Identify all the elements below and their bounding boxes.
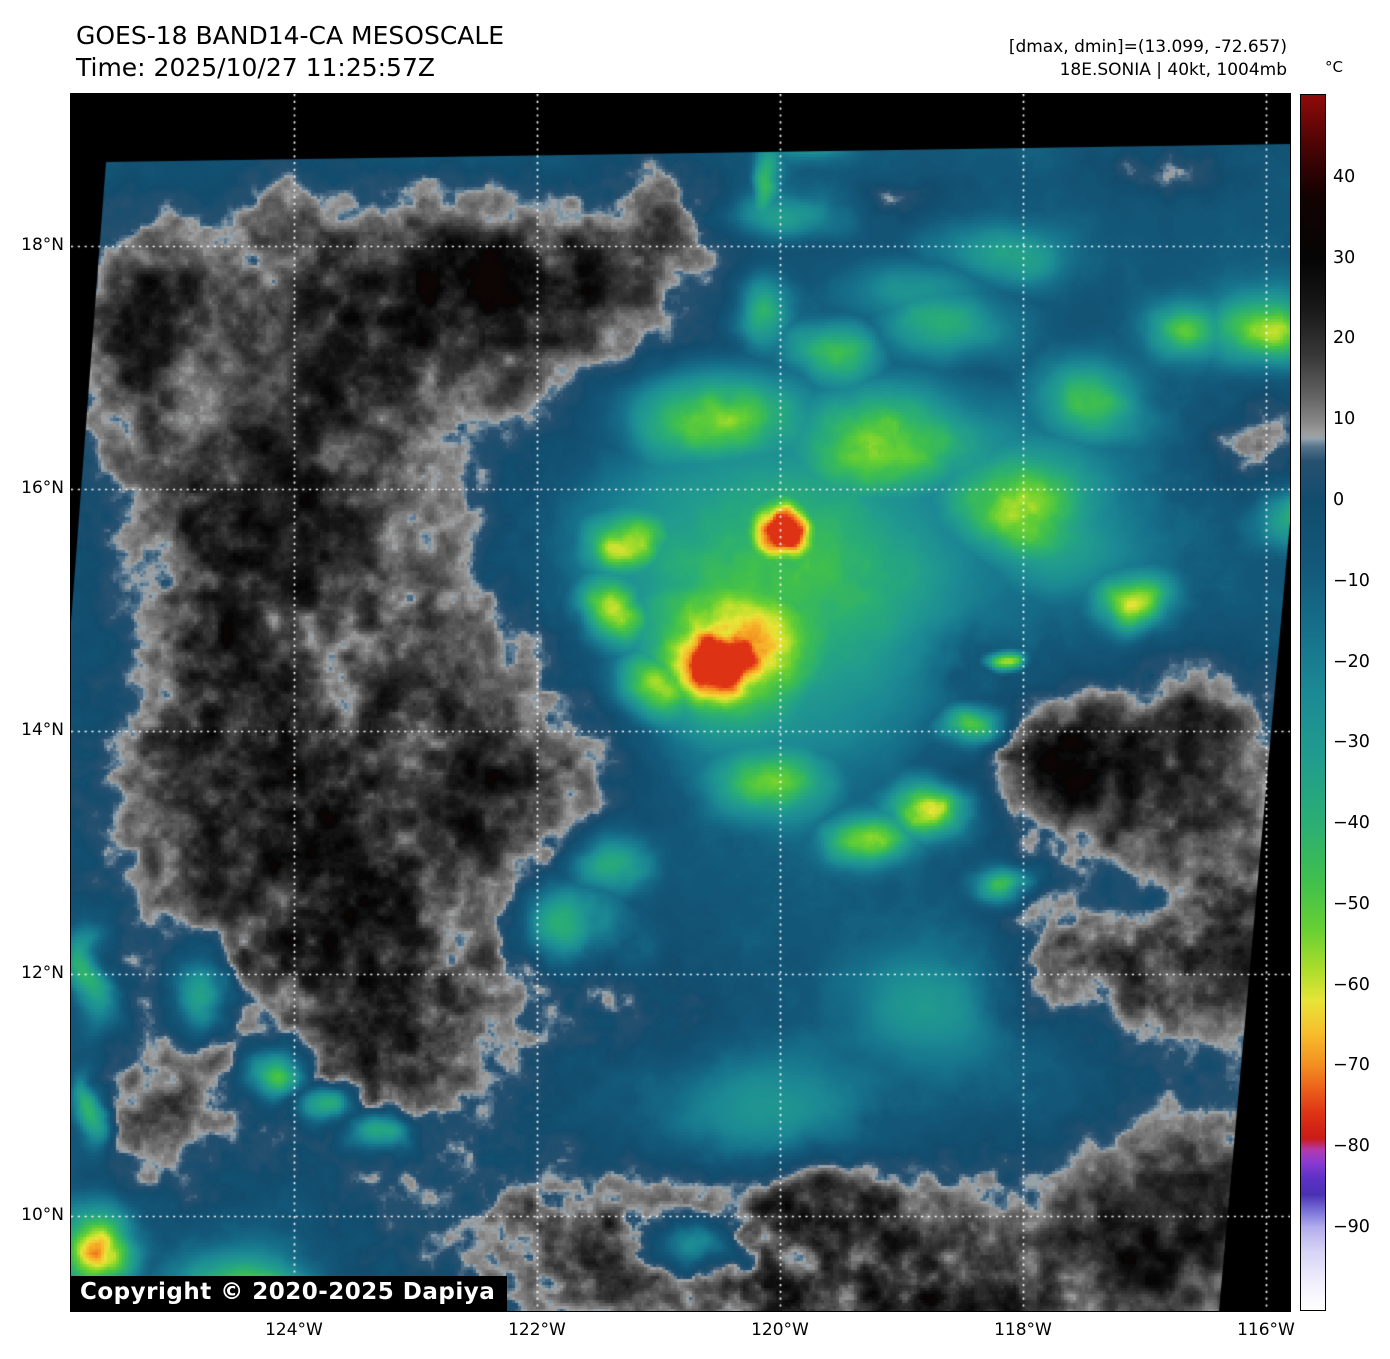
colorbar-tick-label: −90 xyxy=(1333,1216,1370,1237)
lat-tick-label: 10°N xyxy=(21,1205,64,1225)
colorbar-tick-label: −80 xyxy=(1333,1136,1370,1157)
map-plot-area: Copyright © 2020-2025 Dapiya xyxy=(70,93,1291,1312)
storm-info-readout: 18E.SONIA | 40kt, 1004mb xyxy=(1059,60,1287,80)
copyright-label: Copyright © 2020-2025 Dapiya xyxy=(71,1276,508,1311)
colorbar-tick-label: −60 xyxy=(1333,974,1370,995)
colorbar-tick-label: −50 xyxy=(1333,893,1370,914)
colorbar-tick-label: −10 xyxy=(1333,570,1370,591)
colorbar-tick-label: 20 xyxy=(1333,328,1356,349)
lon-tick-label: 118°W xyxy=(994,1320,1052,1340)
lat-tick-label: 14°N xyxy=(21,720,64,740)
dmax-dmin-readout: [dmax, dmin]=(13.099, -72.657) xyxy=(1008,37,1287,57)
colorbar-tick-label: 10 xyxy=(1333,409,1356,430)
temperature-colorbar xyxy=(1300,94,1326,1311)
colorbar-tick-label: 30 xyxy=(1333,247,1356,268)
colorbar-tick-label: −40 xyxy=(1333,813,1370,834)
figure-title: GOES-18 BAND14-CA MESOSCALE xyxy=(76,21,505,50)
lat-tick-label: 12°N xyxy=(21,963,64,983)
lon-tick-label: 124°W xyxy=(265,1320,323,1340)
lon-tick-label: 120°W xyxy=(751,1320,809,1340)
colorbar-tick-label: 40 xyxy=(1333,166,1356,187)
annotation-block: [dmax, dmin]=(13.099, -72.657) 18E.SONIA… xyxy=(700,36,1287,82)
colorbar-unit-label: °C xyxy=(1325,58,1343,76)
lon-tick-label: 122°W xyxy=(508,1320,566,1340)
colorbar-tick-label: 0 xyxy=(1333,490,1345,510)
colorbar-tick-label: −70 xyxy=(1333,1055,1370,1076)
figure-timestamp: Time: 2025/10/27 11:25:57Z xyxy=(76,53,435,82)
lat-tick-label: 16°N xyxy=(21,478,64,498)
colorbar-tick-label: −30 xyxy=(1333,732,1370,753)
lat-tick-label: 18°N xyxy=(21,235,64,255)
figure-title-block: GOES-18 BAND14-CA MESOSCALE Time: 2025/10… xyxy=(76,20,504,84)
satellite-imagery-canvas xyxy=(71,94,1290,1311)
lon-tick-label: 116°W xyxy=(1237,1320,1295,1340)
colorbar-tick-label: −20 xyxy=(1333,651,1370,672)
